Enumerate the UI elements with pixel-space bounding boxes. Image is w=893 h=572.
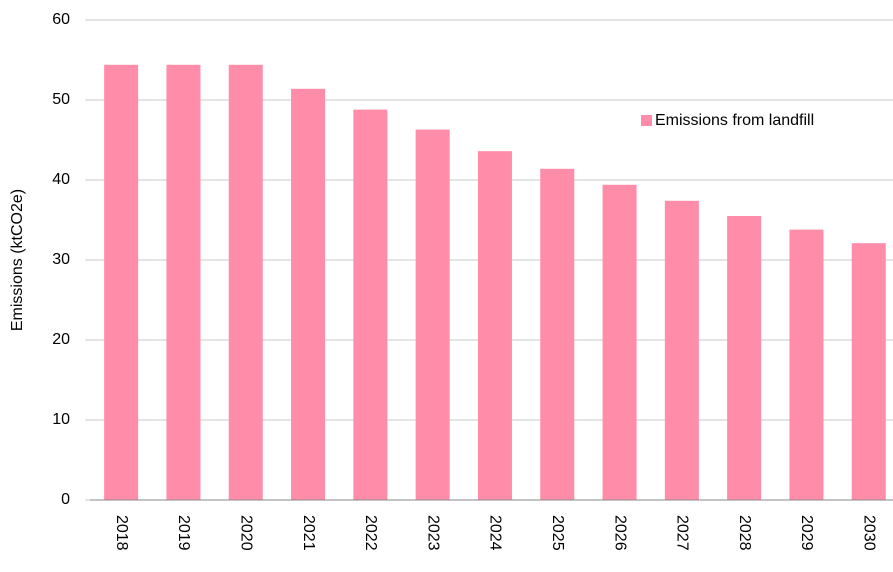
y-tick-label: 50: [52, 91, 70, 108]
bar: [602, 184, 637, 501]
x-tick-label: 2023: [424, 515, 441, 551]
x-tick-label: 2026: [611, 515, 628, 551]
x-tick-label: 2020: [238, 515, 255, 551]
bar: [664, 200, 699, 501]
x-tick-label: 2021: [300, 515, 317, 551]
bar: [353, 109, 388, 500]
bar: [104, 64, 139, 501]
bar: [228, 64, 263, 501]
x-tick-label: 2029: [798, 515, 815, 551]
bar: [851, 243, 886, 500]
x-tick-label: 2025: [549, 515, 566, 551]
x-tick-label: 2027: [674, 515, 691, 551]
x-tick-label: 2028: [736, 515, 753, 551]
y-tick-label: 30: [52, 251, 70, 268]
bar: [540, 168, 575, 501]
bar: [789, 229, 824, 500]
y-tick-label: 40: [52, 171, 70, 188]
y-tick-label: 20: [52, 331, 70, 348]
legend-swatch: [641, 115, 652, 126]
y-tick-label: 0: [61, 491, 70, 508]
x-tick-label: 2022: [362, 515, 379, 551]
legend-label: Emissions from landfill: [655, 112, 814, 129]
x-tick-label: 2024: [487, 515, 504, 551]
bar: [415, 129, 450, 500]
bar: [727, 216, 762, 500]
x-tick-label: 2019: [175, 515, 192, 551]
x-tick-label: 2018: [113, 515, 130, 551]
y-axis-label: Emissions (ktCO2e): [9, 189, 26, 331]
bar: [477, 151, 512, 500]
y-tick-label: 10: [52, 411, 70, 428]
bar: [166, 64, 201, 501]
x-tick-label: 2030: [861, 515, 878, 551]
bar: [291, 88, 326, 501]
y-tick-label: 60: [52, 11, 70, 28]
